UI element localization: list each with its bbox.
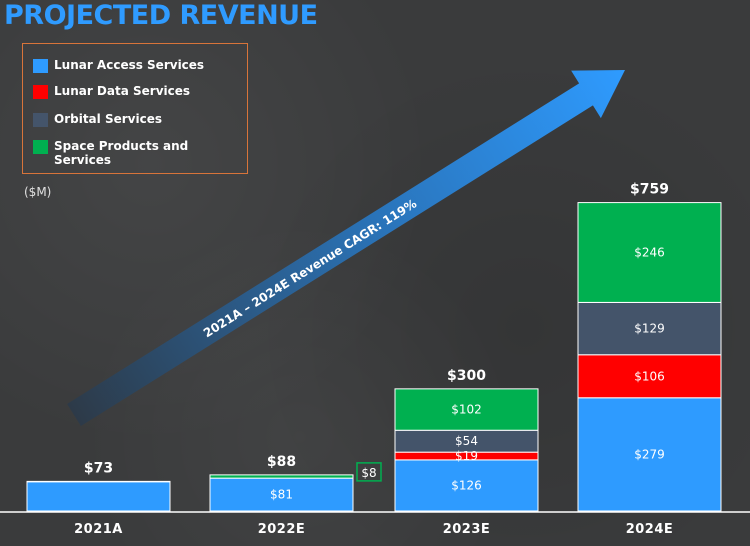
- bar-2024E-series-0: [577, 397, 722, 512]
- legend-label-space-products: Space Products and Services: [54, 139, 189, 167]
- bars: [0, 202, 750, 513]
- x-tick-2024E: 2024E: [626, 522, 674, 537]
- bar-2021A-series-0: [26, 481, 171, 512]
- y-unit-label: ($M): [24, 185, 52, 199]
- total-label-2022E: $88: [267, 454, 296, 470]
- seg-label-2022E-series-3: $8: [361, 466, 376, 480]
- legend-swatch-lunar-access: [33, 59, 48, 73]
- bar-2022E-series-0: [209, 477, 354, 512]
- legend: Lunar Access Services Lunar Data Service…: [22, 43, 248, 174]
- seg-label-2023E-series-3: $102: [451, 403, 482, 417]
- legend-label-lunar-data: Lunar Data Services: [54, 84, 191, 98]
- seg-label-2024E-series-3: $246: [634, 246, 665, 260]
- legend-swatch-lunar-data: [33, 85, 48, 99]
- chart-title: PROJECTED REVENUE: [4, 0, 318, 31]
- seg-label-2023E-series-2: $54: [455, 434, 478, 448]
- labels: $73 2021A $81 $8 $88 2022E $126 $19$54 $102 $300 2…: [74, 182, 673, 537]
- bar-2022E-series-3: [209, 474, 354, 479]
- bar-2024E-series-1: [577, 354, 722, 399]
- seg-label-2023E-series-0: $126: [451, 478, 482, 492]
- legend-label-lunar-access: Lunar Access Services: [54, 58, 205, 72]
- seg-label-2024E-series-1: $106: [634, 369, 665, 383]
- callout-box-2022E: [356, 462, 382, 482]
- seg-label-2024E-series-2: $129: [634, 322, 665, 336]
- x-tick-2022E: 2022E: [258, 522, 306, 537]
- total-label-2024E: $759: [630, 182, 669, 198]
- total-label-2021A: $73: [84, 460, 113, 476]
- bar-2024E-series-2: [577, 301, 722, 356]
- bar-2023E-series-3: [394, 388, 539, 431]
- legend-label-orbital: Orbital Services: [54, 112, 162, 126]
- cagr-arrow-body: [67, 70, 626, 427]
- x-tick-2023E: 2023E: [443, 522, 491, 537]
- seg-label-2023E-series-1: $19: [455, 449, 478, 463]
- x-tick-2021A: 2021A: [74, 522, 123, 537]
- bar-2024E-series-3: [577, 202, 722, 303]
- cagr-arrow-shape: 2021A – 2024E Revenue CAGR: 119%: [67, 70, 626, 427]
- seg-label-2024E-series-0: $279: [634, 447, 665, 461]
- cagr-arrow-label: 2021A – 2024E Revenue CAGR: 119%: [201, 196, 419, 340]
- cagr-arrow: 2021A – 2024E Revenue CAGR: 119%: [67, 70, 626, 427]
- legend-swatch-orbital: [33, 113, 48, 127]
- legend-swatch-space-products: [33, 140, 48, 154]
- seg-label-2022E-series-0: $81: [270, 488, 293, 502]
- total-label-2023E: $300: [447, 368, 486, 384]
